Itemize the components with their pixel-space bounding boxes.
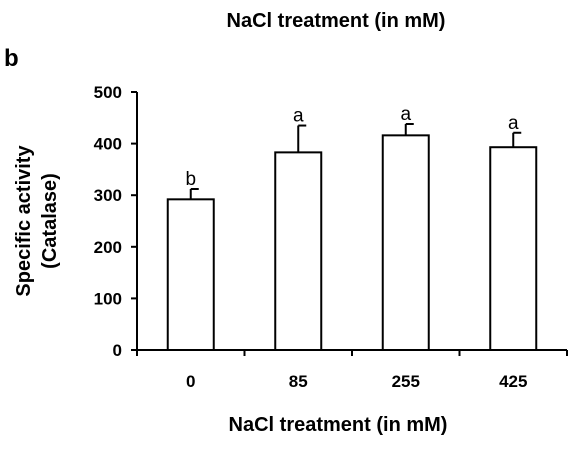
y-axis-label-line: Specific activity: [13, 145, 35, 297]
y-tick-label: 100: [94, 289, 122, 308]
x-tick-label: 255: [392, 372, 420, 391]
y-tick-label: 300: [94, 186, 122, 205]
y-tick-label: 400: [94, 135, 122, 154]
x-tick-label: 425: [499, 372, 527, 391]
y-tick-label: 500: [94, 83, 122, 102]
x-axis-ticks: 0 85 255 425: [137, 350, 567, 391]
y-axis-label-line: (Catalase): [39, 173, 61, 269]
error-bars: [191, 124, 522, 199]
x-axis-label: NaCl treatment (in mM): [229, 414, 448, 436]
significance-letters: b a a a: [185, 104, 519, 190]
x-tick-label: 85: [289, 372, 308, 391]
top-caption: NaCl treatment (in mM): [227, 10, 446, 32]
significance-letter: a: [400, 104, 411, 125]
y-tick-label: 200: [94, 238, 122, 257]
significance-letter: a: [293, 106, 304, 127]
bar-425: [490, 147, 536, 350]
y-axis-label: Specific activity (Catalase): [13, 145, 61, 297]
significance-letter: a: [508, 113, 519, 134]
x-tick-label: 0: [186, 372, 195, 391]
bar-0: [168, 199, 214, 350]
bars: [168, 135, 537, 350]
panel-label: b: [4, 45, 19, 72]
bar-85: [275, 152, 321, 350]
significance-letter: b: [185, 169, 196, 190]
bar-255: [383, 135, 429, 350]
y-tick-label: 0: [113, 341, 122, 360]
y-axis-ticks: 0 100 200 300 400 500: [94, 83, 137, 360]
